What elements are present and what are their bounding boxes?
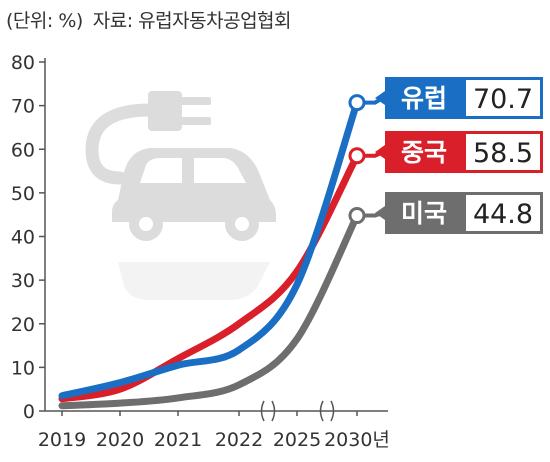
car-window-rear [194,158,246,183]
value-box-inner [466,195,540,231]
plug-prong-top [181,97,211,105]
series-value-label: 70.7 [473,84,533,115]
series-name-label: 중국 [401,138,447,167]
y-tick-label: 70 [11,96,35,118]
plug-body [148,91,182,131]
plug-prong-bottom [181,117,211,125]
car-reflection-body [118,262,270,300]
series-name-label: 미국 [401,199,447,228]
series-name-badge [375,131,463,173]
y-tick-label: 40 [11,227,35,249]
y-tick-label: 0 [23,401,35,423]
axis-break-symbol [271,400,276,422]
electric-car-plug-icon [85,91,276,300]
y-tick-label: 10 [11,357,35,379]
y-tick-label: 50 [11,183,35,205]
y-tick-label: 30 [11,270,35,292]
y-tick-label: 20 [11,314,35,336]
car-window-front [140,158,182,183]
series-line-3 [58,212,361,410]
plug-cable [85,103,157,185]
y-tick-label: 80 [11,52,35,74]
y-tick-label: 60 [11,139,35,161]
series-value-label: 44.8 [473,199,533,230]
unit-label: (단위: %) [6,10,83,32]
car-reflection [118,262,270,300]
value-box-inner [466,80,540,116]
value-box-inner [466,134,540,170]
end-marker [348,147,366,165]
x-tick-label: 2019 [38,429,86,451]
x-tick-label: 2020 [96,429,144,451]
series-line-1 [58,99,361,400]
end-marker [348,94,366,112]
axis-break-symbol [260,400,265,422]
series-name-badge [375,192,463,234]
x-tick-label: 2021 [154,429,202,451]
end-marker [348,207,366,225]
series-name-badge [375,77,463,119]
chart-header: (단위: %) 자료: 유럽자동차공업협회 [6,6,292,33]
series-name-label: 유럽 [401,84,447,113]
x-tick-label: 2030년 [324,429,390,451]
series-value-label: 58.5 [473,138,533,169]
x-tick-label: 2022 [215,429,263,451]
source-label: 자료: 유럽자동차공업협회 [92,10,292,32]
axis-break-symbol [319,400,324,422]
car-hub-front [139,217,153,231]
axis-break-symbol [330,400,335,422]
car-hub-rear [235,217,249,231]
x-tick-label: 2025 [273,429,321,451]
